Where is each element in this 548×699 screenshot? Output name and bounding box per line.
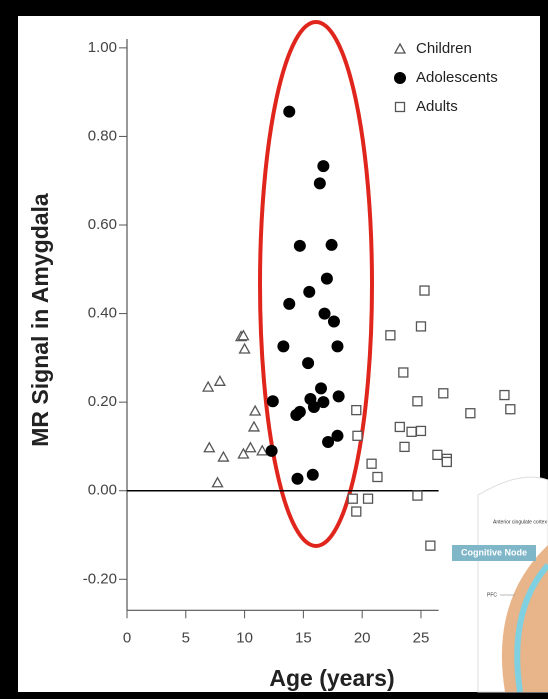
legend-label: Adults — [416, 98, 458, 115]
scatter-point — [247, 420, 261, 432]
scatter-point — [303, 285, 316, 298]
legend-marker — [393, 42, 407, 54]
scatter-point — [237, 447, 250, 459]
annotation: Anterior cingulate cortex — [493, 519, 547, 525]
scatter-point — [399, 441, 410, 453]
scatter-point — [322, 436, 335, 449]
legend-label: Adolescents — [416, 69, 498, 86]
scatter-point — [412, 490, 423, 501]
scatter-point — [203, 441, 216, 453]
y-tick-label: 0.00 — [88, 482, 117, 499]
y-tick-label: 0.80 — [88, 127, 117, 144]
scatter-point — [499, 389, 510, 401]
scatter-point — [347, 493, 358, 504]
scatter-point — [293, 239, 306, 252]
scatter-point — [331, 429, 344, 442]
scatter-point — [412, 396, 423, 407]
brain-inset — [452, 476, 548, 693]
scatter-point — [432, 449, 443, 461]
scatter-point — [277, 340, 290, 353]
scatter-point — [331, 340, 344, 353]
scatter-point — [266, 395, 279, 408]
x-tick-label: 25 — [413, 629, 430, 646]
x-tick-label: 5 — [182, 629, 190, 646]
y-tick-label: 0.40 — [88, 305, 117, 322]
scatter-point — [352, 430, 363, 441]
scatter-point — [320, 272, 333, 285]
x-tick-label: 10 — [236, 629, 253, 646]
scatter-point — [317, 396, 330, 409]
scatter-point — [291, 472, 304, 485]
y-tick-label: -0.20 — [83, 570, 117, 587]
y-tick-label: 0.60 — [88, 216, 117, 233]
scatter-point — [438, 388, 449, 399]
scatter-point — [419, 285, 430, 296]
scatter-point — [398, 367, 409, 378]
y-tick-label: 1.00 — [88, 39, 117, 56]
scatter-point — [351, 506, 362, 517]
panel — [18, 16, 540, 692]
scatter-point — [313, 177, 326, 190]
scatter-point — [394, 421, 405, 433]
annotation: Cognitive Node — [461, 547, 527, 557]
scatter-point — [237, 329, 250, 341]
scatter-point — [265, 444, 278, 457]
scatter-point — [283, 105, 296, 118]
scatter-point — [293, 405, 306, 418]
scatter-point — [327, 315, 340, 328]
scatter-point — [325, 238, 338, 251]
scatter-point — [315, 382, 328, 395]
y-axis-label: MR Signal in Amygdala — [27, 193, 53, 447]
scatter-point — [385, 330, 396, 341]
scatter-point — [213, 374, 226, 386]
scatter-point — [318, 307, 331, 320]
scatter-point — [317, 160, 330, 173]
highlight-ellipse — [258, 20, 374, 548]
scatter-point — [366, 458, 377, 469]
legend-marker — [394, 72, 406, 84]
scatter-point — [238, 342, 251, 354]
scatter-point — [332, 390, 345, 403]
scatter-point — [415, 321, 427, 332]
scatter-point — [283, 297, 296, 310]
scatter-point — [244, 441, 257, 453]
legend-marker — [394, 101, 406, 113]
scatter-point — [415, 425, 427, 437]
y-tick-label: 0.20 — [88, 393, 117, 410]
scatter-point — [256, 444, 269, 456]
x-axis-label: Age (years) — [269, 665, 394, 691]
scatter-point — [362, 493, 374, 504]
scatter-point — [351, 404, 362, 416]
x-tick-label: 15 — [295, 629, 312, 646]
scatter-point — [211, 476, 224, 488]
scatter-point — [306, 468, 319, 481]
scatter-point — [249, 404, 262, 416]
annotation: PFC — [487, 592, 497, 598]
x-tick-label: 0 — [123, 629, 131, 646]
scatter-point — [505, 404, 516, 415]
legend-label: Children — [416, 40, 472, 57]
scatter-point — [406, 426, 417, 437]
scatter-point — [217, 450, 230, 462]
scatter-point — [425, 540, 436, 551]
scatter-point — [372, 471, 383, 483]
scatter-point — [307, 401, 320, 414]
scatter-point — [441, 456, 452, 468]
scatter-point — [202, 380, 215, 392]
x-tick-label: 20 — [354, 629, 371, 646]
scatter-point — [465, 408, 476, 419]
scatter-point — [302, 357, 315, 370]
